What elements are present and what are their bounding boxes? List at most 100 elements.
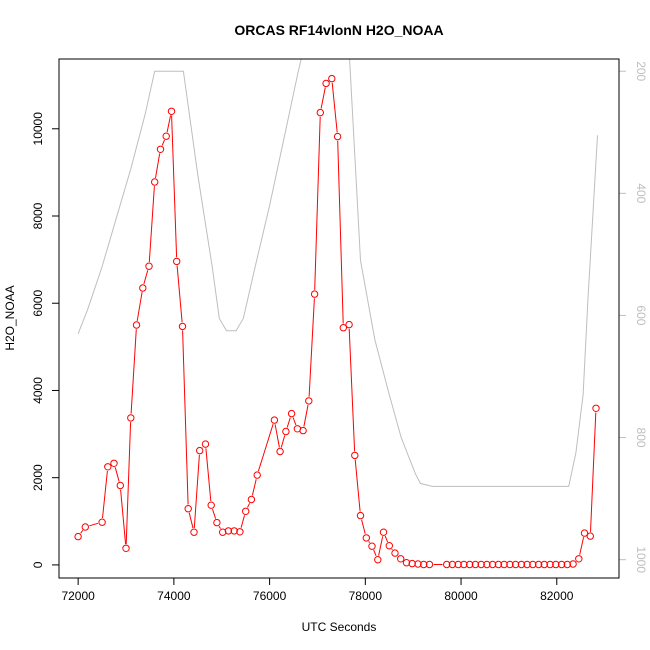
data-point [397,555,405,563]
data-point [196,446,204,455]
y2-tick-label: 200 [634,61,648,81]
primary-series-segment [166,115,172,133]
data-point [466,560,474,569]
data-point [339,324,347,332]
data-point [305,397,313,405]
x-tick-label: 82000 [540,589,574,603]
secondary-series [77,59,598,487]
primary-series-segment [590,412,597,532]
data-point [552,560,560,569]
primary-series-segment [136,292,143,321]
primary-series-segment [280,435,286,448]
primary-series-segment [143,270,149,285]
data-point [374,556,382,564]
primary-series-segment [205,448,212,502]
y-tick-label: 4000 [31,377,45,404]
primary-series [74,74,600,569]
data-point [213,518,221,527]
data-point [276,447,284,456]
y2-tick-label: 600 [634,305,648,325]
primary-series-segment [391,548,393,551]
x-tick-label: 74000 [157,589,191,603]
data-point [116,481,125,490]
data-point [316,108,324,117]
primary-series-segment [384,535,389,543]
data-point [529,560,537,569]
data-point [488,560,497,569]
data-point [414,560,422,568]
primary-series-segment [176,265,183,323]
data-point [575,555,583,563]
data-point [580,529,589,537]
data-point [122,544,130,552]
data-point [483,560,491,569]
data-point [506,560,514,569]
data-point [201,440,210,448]
primary-series-segment [337,140,344,324]
primary-series-segment [120,489,127,545]
data-point [139,284,147,292]
y2-tick-label: 400 [634,183,648,203]
primary-series-segment [193,454,200,529]
data-point [356,511,365,520]
primary-series-segment [161,139,165,146]
y-tick-label: 6000 [31,290,45,317]
primary-series-segment [80,530,84,534]
data-point [368,542,376,550]
y2-tick-label: 1000 [634,546,648,573]
data-point [471,560,480,569]
data-point [145,262,153,270]
data-point [127,414,135,422]
primary-series-segment [292,417,297,426]
primary-series-segment [125,422,132,545]
x-axis-label: UTC Seconds [302,620,377,634]
data-point [190,528,198,536]
primary-series-segment [274,424,280,448]
data-point [230,527,238,535]
secondary-series-line [77,59,598,487]
primary-series-segment [130,329,137,414]
data-point [173,257,181,266]
primary-series-segment [102,470,108,519]
data-point [557,560,566,569]
data-point [408,559,416,568]
x-tick-label: 78000 [349,589,383,603]
data-point [448,560,457,569]
primary-series-segment [368,541,371,543]
data-point [156,145,165,154]
data-point [425,560,434,569]
data-point [517,560,526,569]
data-point [546,560,554,569]
data-point [362,534,370,542]
data-point [151,178,159,186]
primary-series-segment [308,298,315,397]
data-point [494,560,503,569]
data-point [569,560,577,568]
primary-series-segment [218,525,221,529]
data-point [242,507,250,515]
primary-series-segment [171,115,178,258]
data-point [162,132,170,140]
primary-series-segment [361,519,366,534]
data-point [534,560,543,569]
data-point [592,404,600,412]
data-point [247,495,256,504]
data-point [236,528,244,536]
data-point [443,560,451,569]
data-point [207,501,215,509]
primary-series-segment [212,509,217,519]
data-point [81,523,90,531]
primary-series-segment [314,116,321,290]
primary-series-segment [579,537,585,555]
y-axis-label: H2O_NOAA [3,285,17,350]
y-tick-label: 0 [31,561,45,568]
primary-series-segment [240,515,245,528]
data-point [184,505,192,513]
data-point [460,560,468,569]
data-point [563,560,571,569]
x-tick-label: 80000 [444,589,478,603]
primary-series-segment [188,512,194,529]
data-point [287,409,296,418]
primary-series-segment [247,503,251,508]
data-point [379,528,388,536]
